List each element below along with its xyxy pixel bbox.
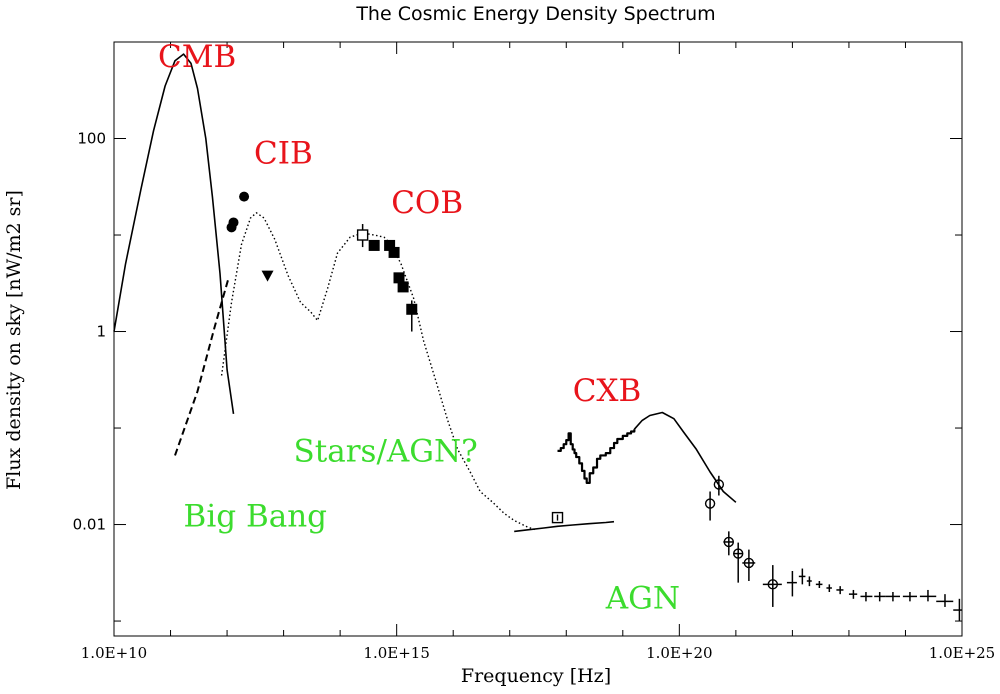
marker-circle-open — [704, 498, 716, 509]
data-point-square-filled — [397, 281, 409, 293]
data-point-plus — [836, 586, 844, 595]
data-point-plus — [815, 581, 823, 589]
annotation-label: Stars/AGN? — [294, 434, 478, 470]
x-tick-labels: 1.0E+10 1.0E+15 1.0E+20 1.0E+25 — [81, 644, 995, 662]
marker-square-filled — [393, 272, 405, 284]
annotation-label: CXB — [573, 373, 642, 409]
data-point-plus — [874, 591, 886, 602]
series-line-solid — [633, 411, 737, 503]
marker-circle-open — [723, 536, 735, 548]
marker-circle-open — [733, 548, 744, 559]
y-tick-label: 0.01 — [73, 516, 106, 534]
chart-annotations: CMB CIB COB CXB Stars/AGN? Big Bang AGN — [158, 39, 680, 616]
marker-square-filled — [388, 246, 400, 258]
y-axis-label: Flux density on sky [nW/m2 sr] — [3, 190, 25, 490]
marker-circle-filled — [228, 217, 239, 228]
data-point-circle-open — [742, 549, 756, 582]
annotation-label: AGN — [605, 580, 680, 616]
data-point-square-open — [356, 224, 369, 248]
x-tick-label: 1.0E+10 — [81, 644, 147, 662]
data-point-plus — [848, 589, 858, 599]
data-point-plus — [860, 591, 873, 602]
data-point-square-filled — [384, 239, 396, 251]
x-tick-label: 1.0E+25 — [929, 644, 995, 662]
data-point-circle-filled — [239, 191, 250, 202]
data-point-plus — [786, 571, 797, 597]
annotation-label: Big Bang — [184, 499, 327, 535]
data-point-triangle-down — [261, 270, 274, 282]
marker-circle-open — [743, 557, 755, 569]
data-point-circle-open — [713, 475, 725, 496]
data-point-plus — [826, 584, 832, 592]
data-point-square-filled — [368, 239, 380, 251]
series-line-dotted — [220, 212, 537, 531]
data-point-plus — [798, 568, 806, 585]
data-point-circle-open — [723, 531, 735, 556]
marker-square-open — [356, 229, 369, 241]
data-point-circle-open — [762, 565, 782, 607]
x-axis-label: Frequency [Hz] — [461, 665, 611, 687]
series-line-solid — [113, 53, 235, 415]
data-point-circle-open — [733, 542, 744, 583]
data-series — [113, 53, 737, 533]
data-point-plus — [885, 591, 900, 602]
data-point-plus — [953, 598, 962, 622]
data-point-square-filled — [388, 246, 400, 258]
x-tick-label: 1.0E+20 — [646, 644, 712, 662]
data-point-plus — [806, 576, 812, 587]
data-point-plus — [919, 589, 937, 602]
y-tick-labels: 0.01 1 100 — [73, 130, 106, 534]
plot-frame — [113, 41, 963, 637]
series-line-dashed — [174, 278, 230, 456]
y-tick-label: 100 — [77, 130, 106, 148]
marker-square-filled — [384, 239, 396, 251]
data-point-plus — [936, 594, 954, 607]
data-point-square-open-bar — [551, 511, 564, 524]
chart-title: The Cosmic Energy Density Spectrum — [355, 3, 715, 25]
data-point-plus — [902, 591, 918, 602]
marker-square-filled — [406, 303, 418, 315]
annotation-label: CMB — [158, 39, 236, 75]
marker-triangle-down — [261, 270, 274, 282]
data-point-circle-filled — [228, 217, 239, 228]
data-point-square-filled — [393, 272, 405, 284]
data-point-circle-open — [704, 491, 716, 521]
series-line-step — [557, 429, 636, 485]
annotation-label: COB — [391, 185, 463, 221]
annotation-label: CIB — [254, 136, 313, 172]
data-point-square-filled — [406, 300, 418, 332]
axis-ticks — [113, 41, 963, 636]
series-line-solid — [514, 520, 615, 533]
marker-square-filled — [368, 239, 380, 251]
marker-circle-open — [713, 479, 725, 490]
x-tick-label: 1.0E+15 — [363, 644, 429, 662]
marker-circle-open — [767, 579, 778, 590]
y-tick-label: 1 — [96, 323, 106, 341]
data-points — [226, 191, 962, 622]
marker-circle-filled — [239, 191, 250, 202]
marker-square-filled — [397, 281, 409, 293]
